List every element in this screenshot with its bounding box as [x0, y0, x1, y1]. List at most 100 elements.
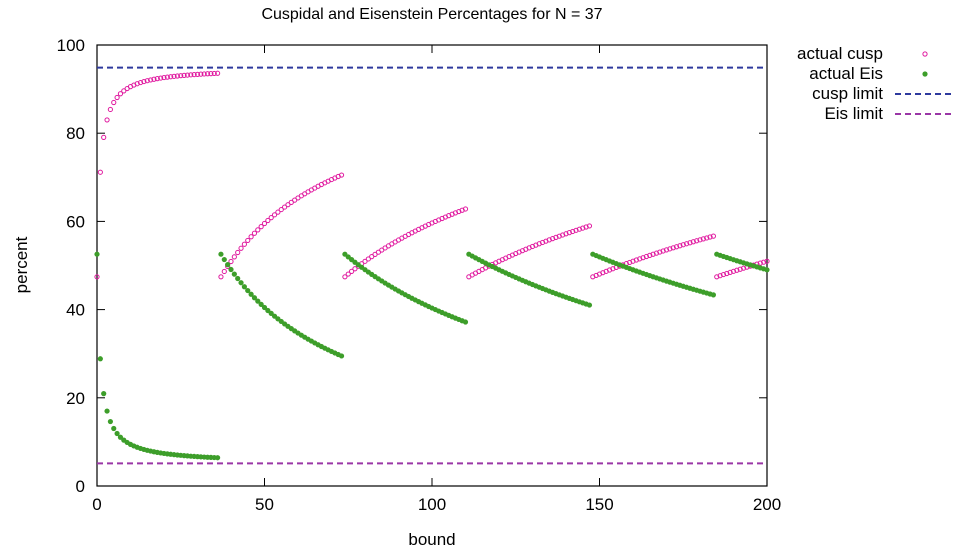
- eis-point: [261, 304, 268, 311]
- chart-title: Cuspidal and Eisenstein Percentages for …: [261, 6, 602, 23]
- cusp-point: [576, 226, 583, 232]
- cusp-point: [345, 271, 351, 277]
- cusp-point: [111, 99, 117, 106]
- cusp-point: [238, 245, 244, 251]
- eis-point: [231, 271, 237, 277]
- cusp-point: [724, 270, 730, 277]
- cusp-point: [241, 241, 247, 247]
- cusp-point: [670, 245, 676, 251]
- cusp-point: [278, 206, 284, 213]
- eis-point: [258, 301, 264, 307]
- eis-point: [251, 295, 258, 301]
- cusp-point: [694, 238, 700, 244]
- cusp-point: [168, 74, 174, 80]
- y-axis-label: percent: [12, 236, 31, 293]
- cusp-point: [285, 202, 291, 208]
- eis-point: [97, 356, 103, 362]
- eis-point: [104, 408, 110, 414]
- cusp-point: [462, 206, 469, 212]
- y-tick-label: 60: [66, 212, 85, 231]
- cusp-point: [158, 75, 164, 81]
- cusp-point: [198, 71, 204, 77]
- cusp-point: [697, 237, 703, 243]
- cusp-point: [338, 172, 345, 178]
- cusp-point: [251, 230, 258, 236]
- cusp-point: [271, 212, 278, 218]
- eis-point: [117, 434, 124, 440]
- cusp-point: [184, 72, 191, 78]
- legend-label: actual cusp: [797, 44, 883, 63]
- cusp-point: [164, 74, 170, 80]
- cusp-point: [690, 239, 696, 245]
- cusp-point: [362, 258, 368, 264]
- x-tick-label: 0: [92, 495, 101, 514]
- cusp-point: [647, 252, 653, 258]
- legend-marker-cusp: [922, 51, 928, 57]
- cusp-point: [194, 71, 201, 77]
- cusp-point: [255, 227, 261, 233]
- cusp-point: [221, 268, 227, 275]
- eis-point: [255, 298, 261, 304]
- eis-point: [114, 430, 120, 437]
- axis-ticks: 0 50 100 150 200 0 20 40 60 80 100: [57, 36, 782, 514]
- cusp-point: [154, 76, 160, 82]
- cusp-point: [141, 78, 147, 85]
- eis-point: [338, 353, 345, 359]
- cusp-point: [677, 243, 683, 249]
- cusp-point: [660, 248, 666, 254]
- cusp-point: [352, 266, 358, 272]
- y-tick-label: 0: [76, 477, 85, 496]
- cusp-point: [650, 251, 656, 257]
- cusp-point: [570, 228, 576, 235]
- cusp-point: [349, 268, 355, 274]
- cusp-point: [704, 235, 710, 241]
- cusp-point: [653, 250, 660, 256]
- cusp-point: [684, 241, 690, 247]
- cusp-point: [117, 91, 124, 97]
- eis-point: [764, 267, 770, 273]
- eis-point: [710, 292, 717, 298]
- x-tick-label: 50: [255, 495, 274, 514]
- cusp-point: [261, 220, 268, 227]
- cusp-point: [258, 224, 264, 230]
- cusp-point: [104, 117, 110, 123]
- eis-point: [462, 319, 469, 325]
- cusp-point: [107, 106, 114, 113]
- cusp-point: [737, 266, 743, 272]
- cusp-point: [174, 73, 180, 79]
- eis-point: [248, 291, 254, 297]
- x-tick-label: 200: [753, 495, 781, 514]
- y-tick-label: 40: [66, 301, 85, 320]
- cusp-point: [586, 223, 593, 229]
- cusp-point: [583, 224, 589, 230]
- cusp-point: [717, 273, 723, 279]
- eis-point: [94, 251, 100, 257]
- cusp-point: [573, 227, 579, 233]
- cusp-point: [235, 249, 241, 256]
- cusp-point: [208, 71, 214, 77]
- cusp-point: [161, 74, 167, 81]
- cusp-point: [663, 247, 670, 253]
- cusp-point: [757, 260, 763, 266]
- y-tick-label: 20: [66, 389, 85, 408]
- eis-point: [101, 391, 107, 397]
- cusp-point: [204, 71, 211, 77]
- cusp-point: [761, 259, 767, 265]
- legend-label: Eis limit: [824, 104, 883, 123]
- cusp-point: [178, 73, 184, 79]
- cusp-point: [228, 258, 234, 265]
- cusp-point: [114, 94, 120, 101]
- x-tick-label: 100: [418, 495, 446, 514]
- legend-marker-eis: [922, 71, 928, 77]
- cusp-point: [137, 79, 144, 86]
- eis-point: [235, 275, 241, 282]
- eis-point: [111, 425, 117, 432]
- x-tick-label: 150: [585, 495, 613, 514]
- cusp-point: [275, 209, 281, 215]
- cusp-point: [580, 225, 586, 231]
- cusp-point: [764, 258, 770, 264]
- cusp-point: [215, 70, 221, 76]
- cusp-point: [707, 234, 713, 240]
- cusp-point: [171, 73, 177, 79]
- eis-point: [245, 287, 251, 294]
